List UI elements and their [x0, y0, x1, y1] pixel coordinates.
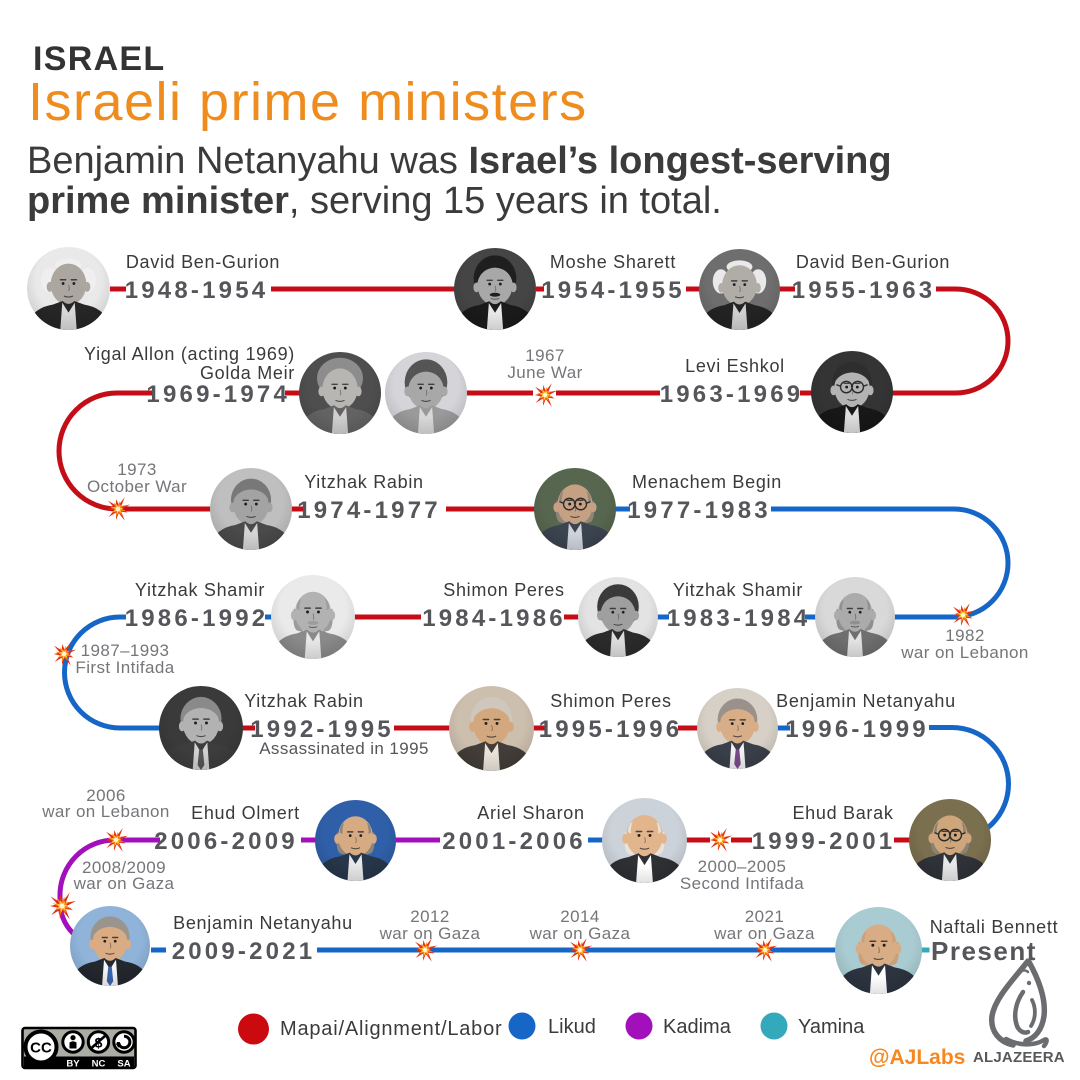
svg-text:BY: BY — [66, 1059, 80, 1070]
svg-text:SA: SA — [117, 1059, 130, 1070]
svg-text:NC: NC — [92, 1059, 106, 1070]
svg-text:CC: CC — [30, 1040, 52, 1057]
